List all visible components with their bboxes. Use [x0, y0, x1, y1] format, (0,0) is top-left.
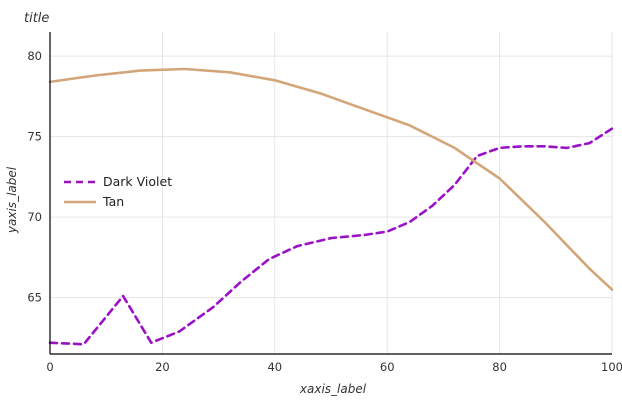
x-tick-label: 20 — [155, 360, 170, 374]
dark-violet-series-line — [48, 127, 614, 346]
x-tick-labels: 0 20 40 60 80 100 — [46, 360, 622, 374]
legend-label: Tan — [102, 194, 124, 209]
x-tick-label: 40 — [267, 360, 282, 374]
x-tick-label: 60 — [380, 360, 395, 374]
y-tick-labels: 65 70 75 80 — [27, 49, 42, 305]
y-tick-label: 80 — [27, 49, 42, 63]
y-axis-label: yaxis_label — [5, 166, 19, 234]
x-tick-label: 80 — [492, 360, 507, 374]
legend-label: Dark Violet — [103, 174, 172, 189]
x-tick-label: 100 — [601, 360, 622, 374]
y-tick-label: 70 — [27, 210, 42, 224]
grid — [49, 32, 613, 354]
series-lines — [48, 67, 614, 346]
legend: Dark Violet Tan — [64, 174, 172, 209]
tan-series-line — [48, 67, 614, 291]
y-tick-label: 75 — [27, 130, 42, 144]
x-tick-label: 0 — [46, 360, 53, 374]
chart-title: title — [24, 11, 49, 26]
x-axis-label: xaxis_label — [299, 382, 367, 396]
y-tick-label: 65 — [27, 291, 42, 305]
